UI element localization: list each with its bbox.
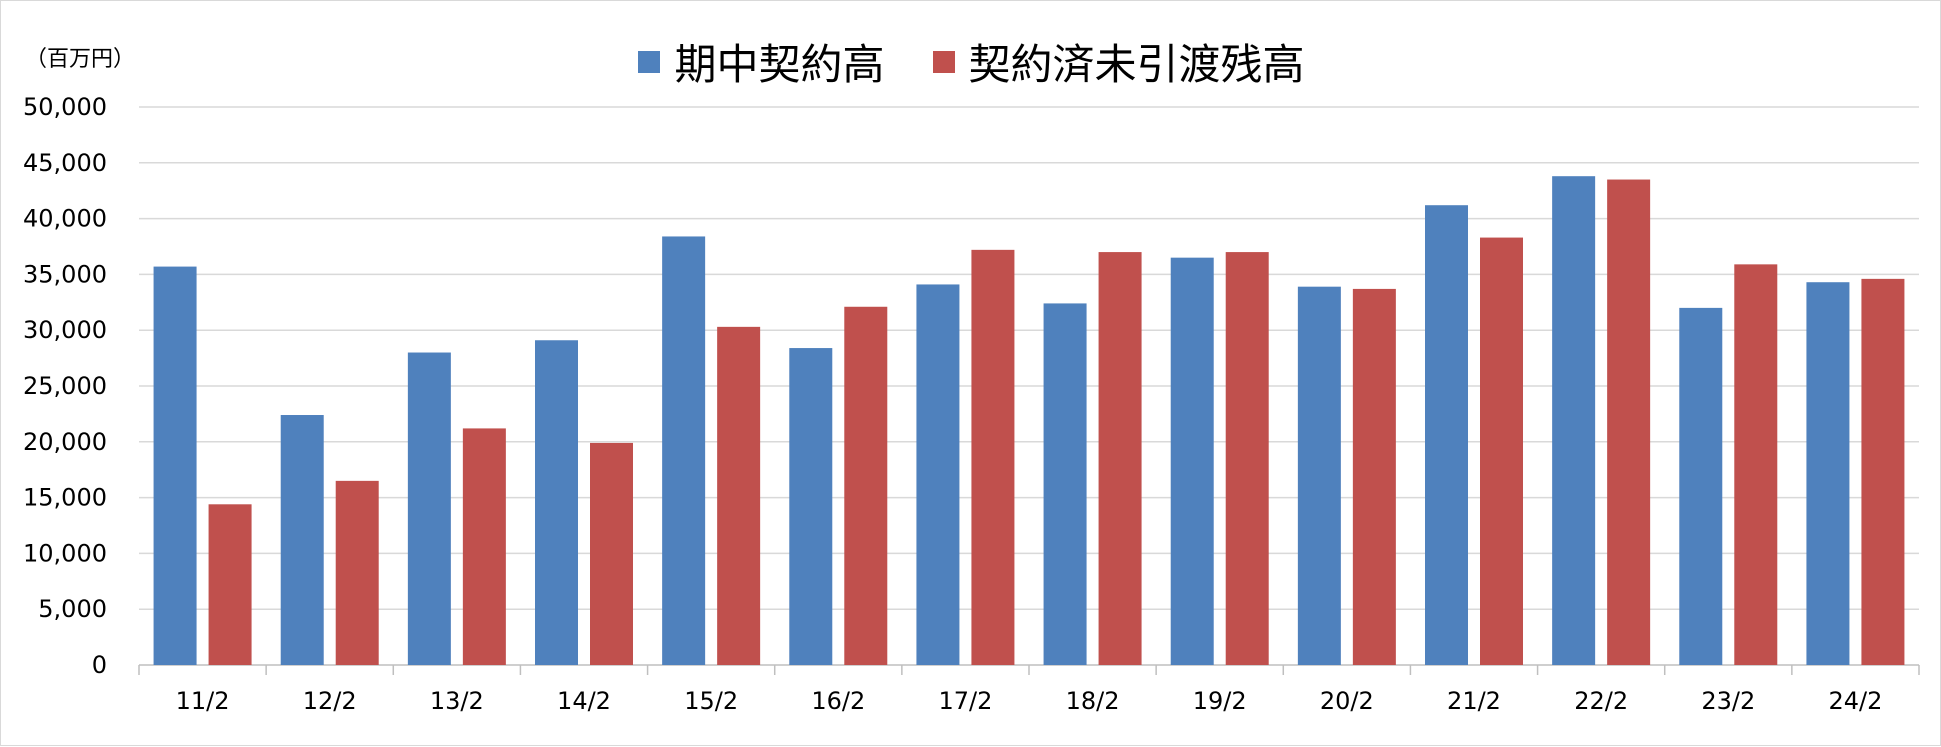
bar-contracts: [916, 284, 960, 665]
x-tick-label: 16/2: [811, 687, 865, 715]
y-tick-label: 35,000: [23, 260, 107, 288]
x-tick-label: 23/2: [1701, 687, 1755, 715]
x-tick-label: 19/2: [1193, 687, 1247, 715]
bar-backlog: [590, 442, 633, 665]
x-tick-label: 12/2: [303, 687, 357, 715]
bar-backlog: [844, 306, 888, 665]
x-tick-label: 22/2: [1574, 687, 1628, 715]
bar-backlog: [1352, 288, 1396, 665]
bar-backlog: [1607, 179, 1651, 666]
bar-backlog: [971, 249, 1015, 665]
x-tick-label: 21/2: [1447, 687, 1501, 715]
x-tick-label: 14/2: [557, 687, 611, 715]
bar-contracts: [1425, 205, 1468, 665]
y-tick-label: 40,000: [23, 205, 107, 233]
x-tick-label: 18/2: [1066, 687, 1120, 715]
y-tick-label: 15,000: [23, 484, 107, 512]
legend-item-backlog: 契約済未引渡残高: [932, 31, 1305, 92]
x-tick-label: 13/2: [430, 687, 484, 715]
bar-backlog: [1225, 252, 1269, 665]
bar-contracts: [1043, 303, 1087, 665]
bar-backlog: [208, 504, 252, 665]
x-tick-label: 17/2: [938, 687, 992, 715]
y-tick-label: 0: [92, 651, 107, 679]
bar-contracts: [789, 348, 833, 665]
bar-contracts: [1806, 282, 1850, 665]
y-tick-label: 50,000: [23, 93, 107, 121]
bar-contracts: [535, 340, 578, 665]
bar-contracts: [1170, 257, 1214, 665]
legend-swatch-backlog: [932, 50, 955, 73]
unit-label: （百万円）: [25, 47, 136, 72]
bar-backlog: [1480, 237, 1523, 665]
bar-contracts: [407, 352, 451, 665]
x-tick-label: 24/2: [1828, 687, 1882, 715]
y-tick-label: 20,000: [23, 428, 107, 456]
x-tick-label: 11/2: [176, 687, 230, 715]
bar-contracts: [1679, 307, 1723, 665]
x-tick-label: 20/2: [1320, 687, 1374, 715]
bar-contracts: [280, 415, 324, 665]
legend-swatch-contracts: [638, 50, 661, 73]
bar-backlog: [335, 480, 379, 665]
y-tick-label: 5,000: [38, 595, 107, 623]
y-tick-label: 30,000: [23, 316, 107, 344]
legend: 期中契約高 契約済未引渡残高: [1, 31, 1941, 92]
legend-label-contracts: 期中契約高: [674, 40, 885, 89]
bar-backlog: [1734, 264, 1778, 665]
x-tick-label: 15/2: [684, 687, 738, 715]
y-tick-label: 10,000: [23, 539, 107, 567]
bar-contracts: [1297, 286, 1341, 665]
bar-backlog: [462, 428, 506, 665]
bar-backlog: [1861, 278, 1905, 665]
bar-backlog: [1098, 252, 1142, 665]
bar-contracts: [153, 266, 197, 665]
legend-label-backlog: 契約済未引渡残高: [968, 40, 1305, 89]
bar-contracts: [1552, 176, 1596, 665]
bar-backlog: [717, 326, 761, 665]
bar-contracts: [662, 236, 706, 665]
y-tick-label: 45,000: [23, 149, 107, 177]
legend-item-contracts: 期中契約高: [638, 31, 885, 92]
y-tick-label: 25,000: [23, 372, 107, 400]
